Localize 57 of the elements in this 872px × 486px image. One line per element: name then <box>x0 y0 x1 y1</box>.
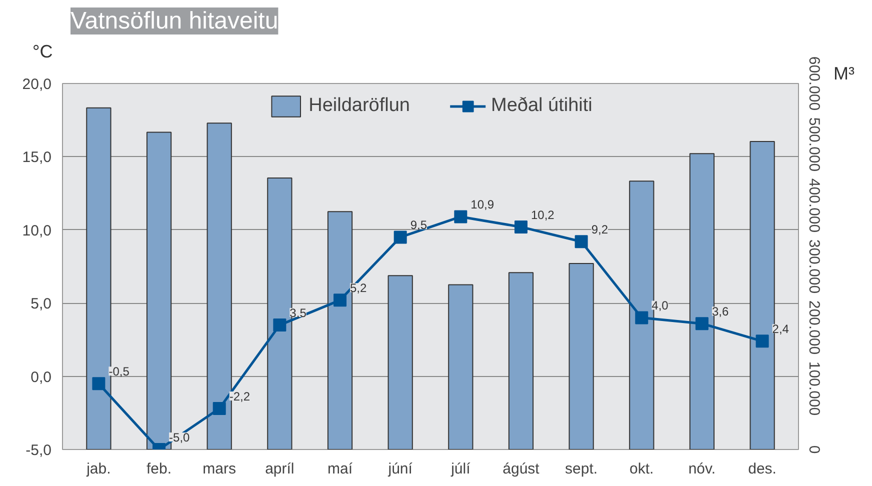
point <box>92 377 106 390</box>
point <box>334 294 347 307</box>
x-tick-label: mars <box>202 460 236 478</box>
data-label: 10,9 <box>470 198 494 212</box>
y-tick-label: -5,0 <box>26 442 52 459</box>
x-tick-label: nóv. <box>688 460 716 478</box>
data-label: -5,0 <box>169 430 190 444</box>
y-tick-label: 0,0 <box>30 368 52 386</box>
x-tick-label: apríl <box>265 460 294 478</box>
bar <box>568 262 594 450</box>
y2-tick-label: 500.000 <box>806 117 822 172</box>
point <box>635 311 648 324</box>
bar <box>388 275 413 450</box>
data-label: 3,5 <box>290 306 307 320</box>
y2-axis-title: M³ <box>834 64 855 84</box>
point <box>756 334 769 348</box>
y-tick-label: 20,0 <box>22 76 52 93</box>
point <box>273 318 286 332</box>
y2-tick-label: 0 <box>806 445 822 454</box>
data-label: -0,5 <box>108 364 130 379</box>
x-tick-label: feb. <box>146 460 172 478</box>
chart-title: Vatnsöflun hitaveitu <box>70 8 278 34</box>
x-tick-label: júní <box>387 460 414 478</box>
y2-tick-label: 200.000 <box>806 300 822 355</box>
bar <box>508 272 534 450</box>
data-label: 3,6 <box>712 304 729 319</box>
x-tick-label: ágúst <box>502 460 540 478</box>
point <box>212 402 226 416</box>
y2-tick-label: 300.000 <box>806 239 822 294</box>
data-label: 9,2 <box>591 222 608 237</box>
point <box>454 210 468 224</box>
data-label: 10,2 <box>530 208 555 222</box>
x-tick-label: júlí <box>450 460 472 478</box>
bar <box>448 284 474 450</box>
x-tick-label: maí <box>328 460 354 478</box>
data-label: 4,0 <box>652 298 669 313</box>
y2-tick-label: 600.000 <box>806 56 822 111</box>
point <box>394 230 407 244</box>
data-label: -2,2 <box>229 390 250 404</box>
data-label: 9,5 <box>410 218 428 232</box>
y-axis-title: °C <box>32 42 53 62</box>
legend-label: Meðal útihiti <box>491 95 592 117</box>
y-tick-label: 10,0 <box>22 222 52 240</box>
y2-tick-label: 100.000 <box>806 361 822 416</box>
legend-label: Heildaröflun <box>308 95 410 117</box>
y-tick-label: 5,0 <box>30 296 52 313</box>
y2-tick-label: 400.000 <box>806 178 822 233</box>
data-label: 5,2 <box>350 281 368 296</box>
point <box>695 317 708 330</box>
x-tick-label: sept. <box>565 460 598 478</box>
point <box>514 220 528 234</box>
y-tick-label: 15,0 <box>22 149 52 166</box>
x-tick-label: jab. <box>86 460 111 478</box>
data-label: 2,4 <box>772 322 790 336</box>
x-tick-label: okt. <box>630 460 654 478</box>
x-tick-label: des. <box>748 460 776 478</box>
point <box>574 235 588 248</box>
